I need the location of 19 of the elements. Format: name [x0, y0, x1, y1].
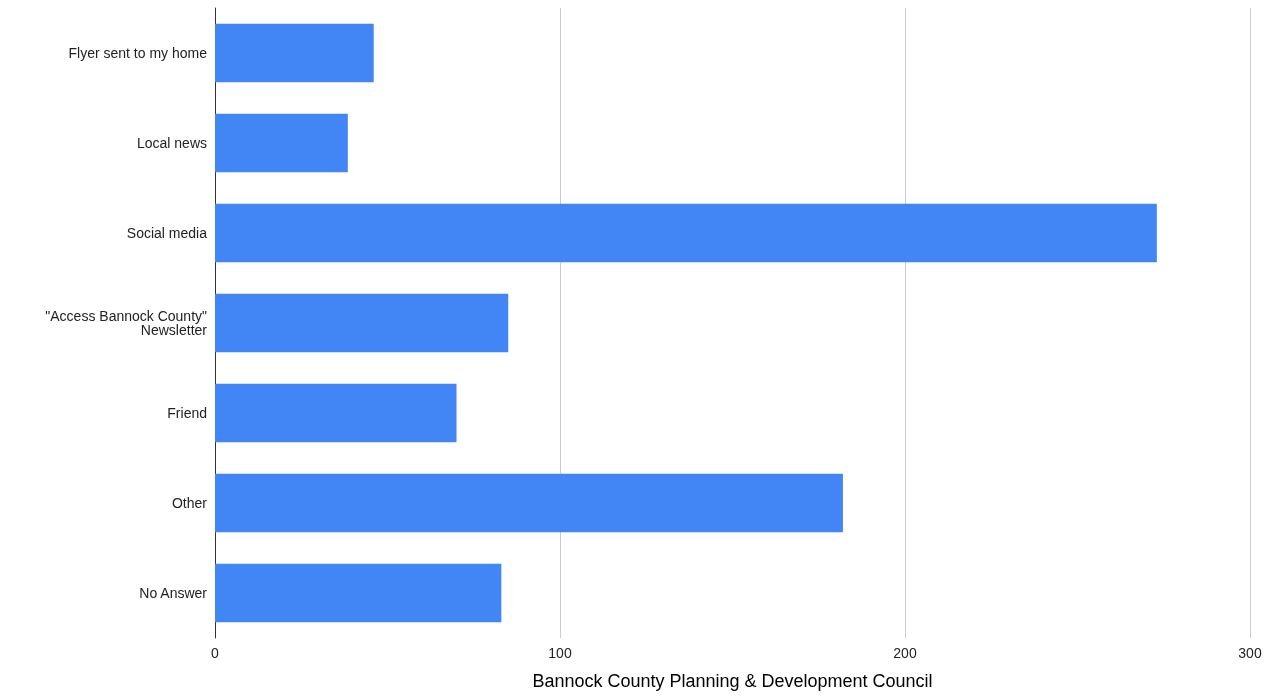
x-tick-label: 200: [893, 645, 917, 661]
bar: [215, 293, 509, 353]
bar: [215, 113, 348, 173]
x-tick-label: 0: [211, 645, 220, 661]
bar: [215, 23, 374, 83]
y-tick-label: "Access Bannock County" Newsletter: [45, 308, 208, 338]
bar: [215, 473, 843, 533]
y-tick-label: Friend: [167, 405, 207, 421]
x-tick-label: 100: [548, 645, 572, 661]
x-tick-label: 300: [1238, 645, 1262, 661]
bar: [215, 383, 457, 443]
y-tick-label: No Answer: [139, 585, 208, 601]
x-axis-title: Bannock County Planning & Development Council: [532, 671, 933, 691]
y-tick-label: Social media: [126, 225, 208, 241]
bar: [215, 563, 502, 623]
y-tick-label: Flyer sent to my home: [68, 45, 208, 61]
y-tick-label: Other: [171, 495, 208, 511]
y-tick-label: Local news: [136, 135, 207, 151]
bar: [215, 203, 1157, 263]
